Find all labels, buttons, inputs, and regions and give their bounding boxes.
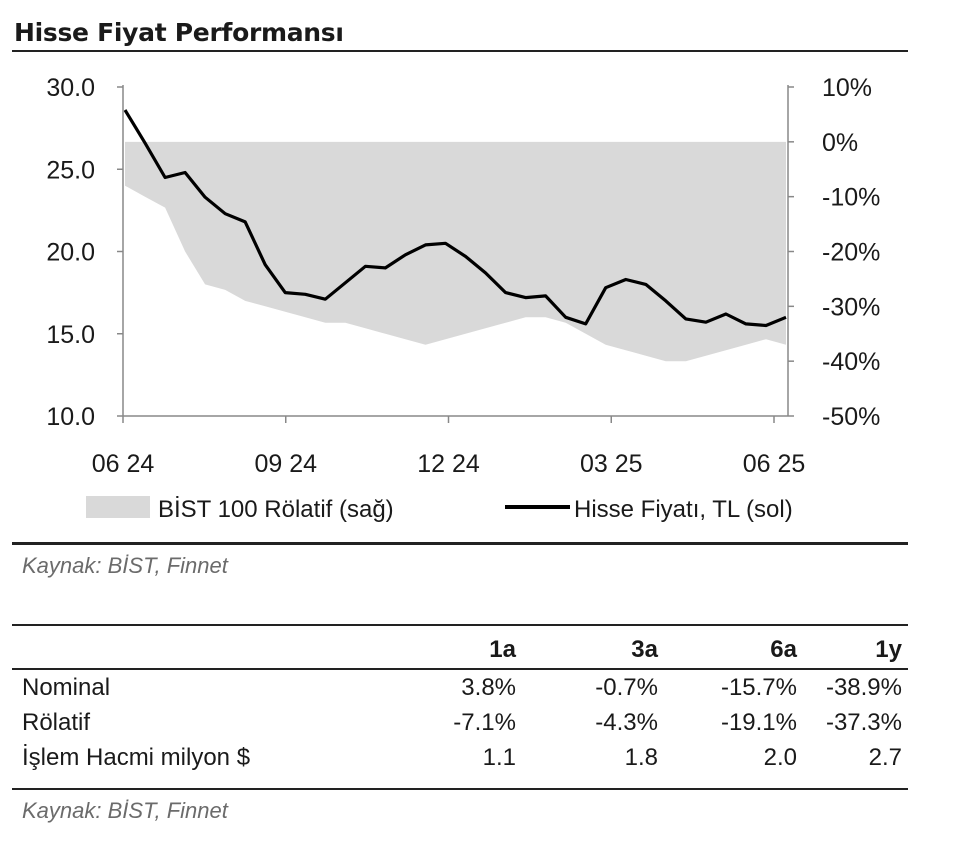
cell-relative-1y: -37.3%	[825, 708, 902, 736]
x-tick-label: 03 25	[580, 450, 643, 478]
right-tick-label: -10%	[822, 184, 880, 212]
header-cell-empty	[12, 632, 408, 669]
cell-nominal-1a: 3.8%	[461, 673, 516, 701]
header-cell-6a: 6a	[770, 636, 797, 663]
row-label-volume: İşlem Hacmi milyon $	[22, 743, 251, 771]
right-tick-label: -40%	[822, 348, 880, 376]
cell-nominal-1y: -38.9%	[825, 673, 902, 701]
left-tick-label: 15.0	[46, 321, 95, 349]
header-cell-1y: 1y	[875, 636, 902, 663]
chart-source: Kaynak: BİST, Finnet	[22, 553, 228, 578]
table-header-row: 1a 3a 6a 1y	[12, 632, 908, 669]
left-tick-label: 25.0	[46, 156, 95, 184]
legend-label-price: Hisse Fiyatı, TL (sol)	[574, 496, 793, 523]
row-label-relative: Rölatif	[22, 708, 91, 736]
right-tick-label: -30%	[822, 293, 880, 321]
table-row: Rölatif -7.1% -4.3% -19.1% -37.3%	[12, 705, 908, 740]
table-row: Nominal 3.8% -0.7% -15.7% -38.9%	[12, 669, 908, 705]
header-cell-3a: 3a	[631, 636, 658, 663]
legend-swatch-relative	[86, 496, 150, 518]
title-rule	[12, 50, 908, 52]
plot-layer: 30.0 25.0 20.0 15.0 10.0 10% 0% -10% -20% -30% -40…	[46, 74, 880, 523]
performance-table: 1a 3a 6a 1y Nominal 3.8% -0.7% -15.7% -3…	[12, 632, 908, 775]
right-tick-label: -20%	[822, 239, 880, 267]
right-tick-label: -50%	[822, 403, 880, 431]
price-performance-chart: 30.0 25.0 20.0 15.0 10.0 10% 0% -10% -20% -30% -40…	[46, 74, 880, 523]
chart-bottom-rule	[12, 542, 908, 545]
cell-relative-1a: -7.1%	[453, 708, 516, 736]
x-tick-label: 06 24	[92, 450, 155, 478]
cell-volume-1a: 1.1	[482, 743, 516, 771]
cell-volume-3a: 1.8	[624, 743, 658, 771]
table-bottom-rule	[12, 788, 908, 790]
table-source: Kaynak: BİST, Finnet	[22, 798, 228, 823]
x-tick-label: 06 25	[743, 450, 806, 478]
cell-nominal-3a: -0.7%	[595, 673, 658, 701]
left-tick-label: 30.0	[46, 74, 95, 102]
cell-volume-1y: 2.7	[868, 743, 902, 771]
table-top-rule	[12, 624, 908, 626]
right-tick-label: 10%	[822, 74, 872, 102]
price-line-series	[123, 109, 787, 328]
left-tick-label: 20.0	[46, 239, 95, 267]
x-tick-label: 09 24	[254, 450, 317, 478]
table-row: İşlem Hacmi milyon $ 1.1 1.8 2.0 2.7	[12, 740, 908, 775]
row-label-nominal: Nominal	[22, 673, 111, 701]
x-tick-label: 12 24	[417, 450, 480, 478]
left-tick-label: 10.0	[46, 403, 95, 431]
cell-relative-3a: -4.3%	[595, 708, 658, 736]
legend-label-relative: BİST 100 Rölatif (sağ)	[158, 496, 394, 523]
cell-nominal-6a: -15.7%	[720, 673, 797, 701]
cell-relative-6a: -19.1%	[720, 708, 797, 736]
right-tick-label: 0%	[822, 129, 858, 157]
header-cell-1a: 1a	[489, 636, 516, 663]
cell-volume-6a: 2.0	[763, 743, 797, 771]
chart-title: Hisse Fiyat Performansı	[14, 18, 344, 47]
